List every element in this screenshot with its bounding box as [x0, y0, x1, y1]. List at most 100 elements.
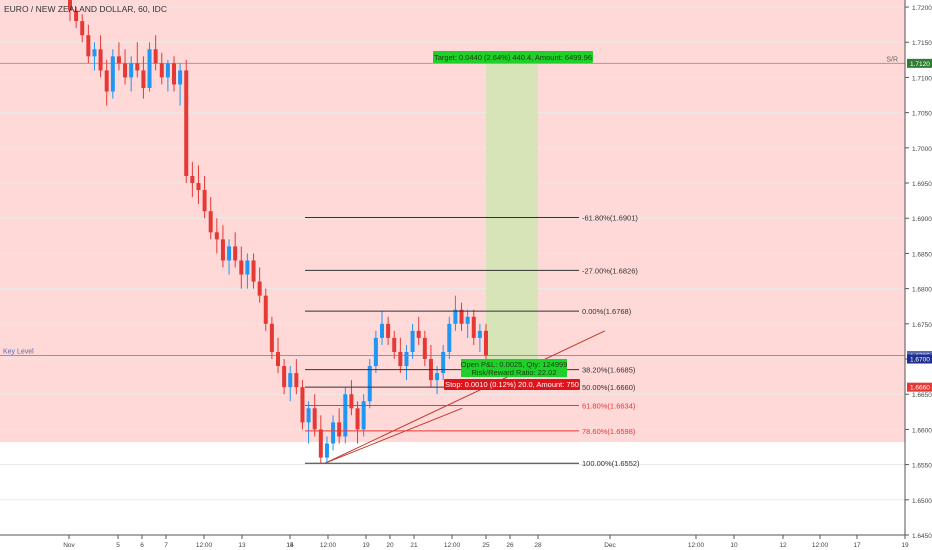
- candle-body: [74, 10, 79, 22]
- candle-body: [227, 246, 232, 261]
- time-axis-bg: [0, 535, 905, 550]
- stop-label: Stop: 0.0010 (0.12%) 20.0, Amount: 750: [445, 380, 579, 389]
- price-tick-label: 1.7200: [912, 5, 932, 12]
- candle-body: [465, 316, 470, 324]
- time-tick-label: 12:00: [196, 542, 213, 549]
- candles: [68, 0, 488, 464]
- candle-body: [104, 70, 109, 92]
- price-tick-label: 1.6900: [912, 216, 932, 223]
- time-tick-label: 12:00: [444, 542, 461, 549]
- candle-body: [447, 323, 452, 352]
- time-tick-label: 7: [164, 542, 168, 549]
- price-tag-bg: [907, 382, 932, 392]
- candle-body: [398, 351, 403, 367]
- candle-body: [129, 63, 134, 78]
- candle-body: [380, 323, 384, 338]
- position-labels: Target: 0.0440 (2.64%) 440.4, Amount: 64…: [433, 51, 593, 390]
- target-label: Target: 0.0440 (2.64%) 440.4, Amount: 64…: [434, 53, 592, 62]
- candle-body: [239, 260, 244, 275]
- time-tick-label: 28: [534, 542, 542, 549]
- candle-body: [410, 330, 415, 352]
- time-tick-label: 12:00: [812, 542, 829, 549]
- candle-body: [288, 373, 293, 388]
- time-tick-label: 12:00: [320, 542, 337, 549]
- target-zone: [486, 63, 538, 360]
- candle-body: [477, 330, 482, 338]
- price-tick-label: 1.7000: [912, 146, 932, 153]
- candle-body: [331, 422, 336, 444]
- candle-body: [435, 373, 440, 381]
- candle-body: [324, 443, 329, 458]
- fib-label: 78.60%(1.6598): [582, 427, 636, 436]
- price-tick-label: 1.7050: [912, 111, 932, 118]
- time-tick-label: Dec: [604, 542, 616, 549]
- price-tick-label: 1.6600: [912, 427, 932, 434]
- candle-body: [202, 190, 207, 212]
- key-level-label: Key Level: [3, 348, 34, 355]
- price-tick-label: 1.7100: [912, 75, 932, 82]
- candle-body: [86, 35, 91, 57]
- candle-body: [141, 70, 146, 88]
- candle-body: [116, 56, 121, 64]
- candle-body: [123, 63, 128, 78]
- price-tick-label: 1.6650: [912, 392, 932, 399]
- candle-body: [386, 323, 391, 338]
- time-tick-label: 21: [410, 542, 418, 549]
- candle-body: [178, 70, 183, 85]
- time-tick-label: 6: [140, 542, 144, 549]
- candle-body: [453, 309, 458, 324]
- price-tick-label: 1.6500: [912, 498, 932, 505]
- candle-body: [190, 175, 195, 184]
- candle-body: [441, 351, 446, 374]
- price-tick-label: 1.6750: [912, 322, 932, 329]
- candle-body: [92, 49, 97, 57]
- candle-body: [147, 49, 152, 88]
- candle-body: [233, 246, 238, 261]
- open-pnl-bg: [461, 359, 567, 377]
- time-tick-label: 14: [286, 542, 294, 549]
- stop-label-bg: [444, 379, 580, 390]
- fib-label: 38.20%(1.6685): [582, 366, 636, 375]
- candle-body: [343, 394, 348, 437]
- candle-body: [153, 49, 158, 64]
- candle-body: [312, 408, 317, 430]
- candle-body: [392, 337, 397, 352]
- price-tag-label: 1.6700: [910, 357, 930, 364]
- target-label-bg: [433, 51, 593, 63]
- price-axis: 1.7200 1.7150 1.7100 1.7050 1.7000 1.6950 1.69…: [904, 0, 932, 550]
- candle-body: [318, 429, 323, 458]
- candle-body: [98, 49, 103, 71]
- price-tick-label: 1.6450: [912, 533, 932, 540]
- fib-label: 61.80%(1.6634): [582, 401, 636, 410]
- candle-body: [282, 366, 287, 388]
- trend-line: [324, 407, 463, 464]
- price-tag-label: 1.7120: [910, 61, 930, 68]
- price-tick-label: 1.7150: [912, 40, 932, 47]
- fib-label: 100.00%(1.6552): [582, 459, 640, 468]
- candle-body: [257, 281, 262, 296]
- candle-body: [263, 295, 268, 324]
- price-tick-label: 1.6950: [912, 181, 932, 188]
- candle-body: [484, 330, 488, 356]
- time-tick-label: 19: [901, 542, 909, 549]
- price-axis-bg: [905, 0, 932, 550]
- chart-title: EURO / NEW ZEALAND DOLLAR, 60, IDC: [4, 4, 167, 14]
- price-tag-bg: [907, 354, 932, 364]
- candle-body: [135, 63, 140, 71]
- price-tag-bg: [907, 58, 932, 68]
- time-tick-label: 10: [730, 542, 738, 549]
- candle-body: [367, 366, 372, 402]
- candle-body: [214, 232, 219, 240]
- risk-reward-label: Risk/Reward Ratio: 22.02: [471, 368, 556, 377]
- candle-body: [269, 323, 274, 352]
- candle-body: [422, 337, 427, 360]
- time-tick-label: 15: [286, 542, 294, 549]
- price-tick-label: 1.6850: [912, 251, 932, 258]
- open-pnl-label: Open P&L: 0.0025, Qty: 124999: [461, 360, 568, 369]
- candle-body: [361, 401, 366, 430]
- price-tick-label: 1.6550: [912, 463, 932, 470]
- candle-body: [68, 0, 72, 11]
- time-tick-label: 5: [116, 542, 120, 549]
